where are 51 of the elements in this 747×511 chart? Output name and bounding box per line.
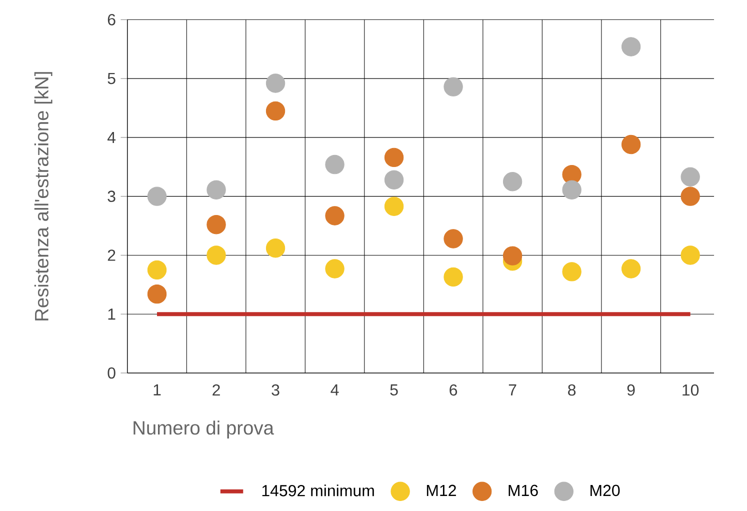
point xyxy=(621,134,641,154)
point xyxy=(325,206,344,226)
x-axis-title: Numero di prova xyxy=(134,420,274,438)
x-tick-label: 9 xyxy=(627,384,635,396)
legend-label: 14592 minimum xyxy=(262,484,374,496)
point xyxy=(206,180,226,200)
y-tick-label: 2 xyxy=(108,250,116,261)
point xyxy=(502,172,522,192)
point xyxy=(266,101,286,121)
point xyxy=(206,246,226,265)
y-tick-label: 4 xyxy=(107,132,116,143)
point xyxy=(444,267,463,287)
legend-label: M12 xyxy=(426,484,456,496)
point xyxy=(206,214,226,234)
x-tick-label: 10 xyxy=(682,384,699,396)
point xyxy=(444,77,463,96)
point xyxy=(325,154,344,174)
legend-label: M20 xyxy=(590,484,620,496)
x-tick-label: 3 xyxy=(272,384,280,396)
y-tick-label: 5 xyxy=(108,72,116,84)
x-tick-label: 5 xyxy=(390,384,398,396)
point xyxy=(384,170,404,190)
x-tick-label: 6 xyxy=(450,384,458,396)
y-tick-label: 6 xyxy=(108,14,116,26)
point xyxy=(266,238,286,258)
x-tick-label: 1 xyxy=(154,384,161,396)
point xyxy=(147,284,167,304)
point xyxy=(147,260,167,280)
point xyxy=(384,196,404,216)
y-tick-label: 0 xyxy=(108,367,116,379)
point xyxy=(502,246,522,266)
point xyxy=(621,259,641,278)
point xyxy=(266,74,286,93)
point xyxy=(680,186,700,206)
x-tick-label: 2 xyxy=(212,384,220,396)
x-tick-label: 4 xyxy=(330,384,339,396)
x-tick-label: 7 xyxy=(508,384,516,396)
y-tick-label: 1 xyxy=(108,308,116,320)
legend-label: M16 xyxy=(508,484,538,496)
point xyxy=(384,148,404,168)
y-axis-title: Resistenza all'estrazione [kN] xyxy=(34,72,52,320)
point xyxy=(680,246,700,265)
point xyxy=(325,259,344,278)
point xyxy=(562,262,582,282)
point xyxy=(147,186,167,206)
point xyxy=(680,167,700,186)
point xyxy=(621,37,641,56)
point xyxy=(444,229,463,248)
x-tick-label: 8 xyxy=(568,384,576,396)
point xyxy=(562,180,582,200)
y-tick-label: 3 xyxy=(108,190,116,202)
